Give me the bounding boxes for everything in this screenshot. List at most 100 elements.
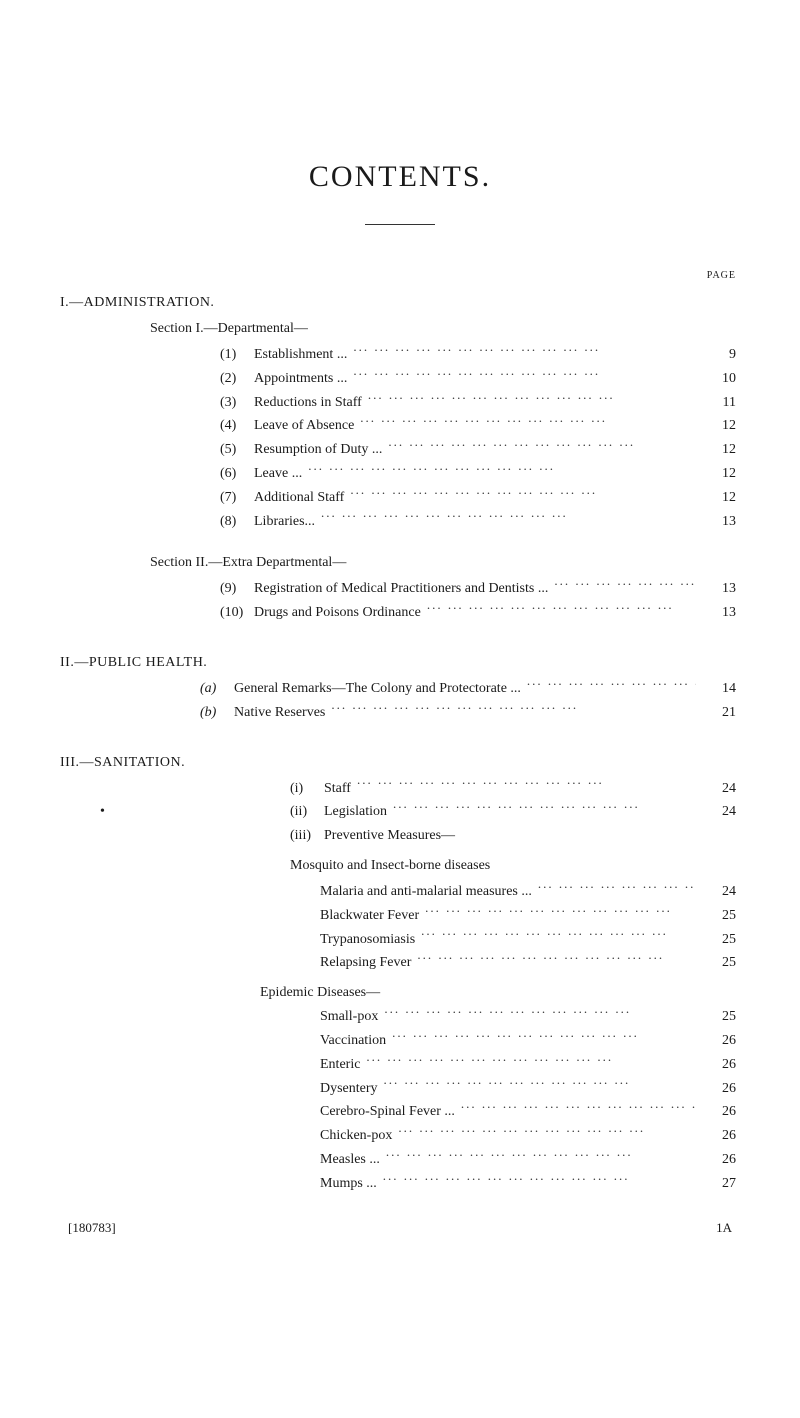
row-page: 9	[702, 343, 736, 367]
row-page: 13	[702, 577, 736, 601]
toc-row: (4) Leave of Absence 12	[220, 414, 740, 438]
row-num: (10)	[220, 601, 254, 625]
row-num: (b)	[200, 701, 234, 725]
part-iii-head: III.—SANITATION.	[60, 755, 740, 771]
row-num: (a)	[200, 677, 234, 701]
row-page: 13	[702, 510, 736, 534]
row-num: (8)	[220, 510, 254, 534]
toc-row: (9) Registration of Medical Practitioner…	[220, 577, 740, 601]
row-label: Native Reserves	[234, 701, 325, 725]
leader-dots	[331, 702, 696, 716]
row-label: Leave of Absence	[254, 414, 354, 438]
page-column-label: PAGE	[60, 270, 740, 281]
row-label: Small-pox	[320, 1005, 378, 1029]
leader-dots	[461, 1101, 696, 1115]
row-label: Malaria and anti-malarial measures ...	[320, 880, 532, 904]
row-label: Establishment ...	[254, 343, 347, 367]
row-num: (6)	[220, 462, 254, 486]
row-num: (5)	[220, 438, 254, 462]
toc-row: (5) Resumption of Duty ... 12	[220, 438, 740, 462]
toc-row: Relapsing Fever 25	[320, 951, 740, 975]
leader-dots	[392, 1030, 696, 1044]
row-label: Leave ...	[254, 462, 302, 486]
toc-row: Chicken-pox 26	[320, 1124, 740, 1148]
leader-dots	[353, 368, 696, 382]
row-page: 25	[702, 951, 736, 975]
toc-row: (10) Drugs and Poisons Ordinance 13	[220, 601, 740, 625]
row-label: Enteric	[320, 1053, 360, 1077]
leader-dots	[350, 487, 696, 501]
row-label: Appointments ...	[254, 367, 347, 391]
leader-dots	[366, 1054, 696, 1068]
part-i-head: I.—ADMINISTRATION.	[60, 295, 740, 311]
section-i-ii-head: Section II.—Extra Departmental—	[150, 555, 740, 571]
row-num: (ii)	[290, 800, 324, 824]
toc-row: Dysentery 26	[320, 1077, 740, 1101]
row-label: Cerebro-Spinal Fever ...	[320, 1100, 455, 1124]
leader-dots	[527, 678, 696, 692]
toc-row: (8) Libraries... 13	[220, 510, 740, 534]
row-page: 26	[702, 1148, 736, 1172]
foot-left: [180783]	[68, 1220, 116, 1236]
leader-dots	[398, 1125, 696, 1139]
row-page: 26	[702, 1100, 736, 1124]
row-page: 27	[702, 1172, 736, 1196]
row-num: (iii)	[290, 824, 324, 848]
row-page: 24	[702, 800, 736, 824]
toc-row: (3) Reductions in Staff 11	[220, 391, 740, 415]
row-page: 12	[702, 414, 736, 438]
toc-row: (6) Leave ... 12	[220, 462, 740, 486]
row-num: (1)	[220, 343, 254, 367]
page: CONTENTS. PAGE I.—ADMINISTRATION. Sectio…	[0, 0, 800, 1418]
row-page: 25	[702, 904, 736, 928]
leader-dots	[384, 1078, 696, 1092]
leader-dots	[353, 344, 696, 358]
row-label: Reductions in Staff	[254, 391, 362, 415]
leader-dots	[421, 929, 696, 943]
toc-row: Measles ... 26	[320, 1148, 740, 1172]
leader-dots	[321, 511, 696, 525]
row-page: 12	[702, 462, 736, 486]
toc-row: (2) Appointments ... 10	[220, 367, 740, 391]
row-label: Legislation	[324, 800, 387, 824]
toc-row: Mumps ... 27	[320, 1172, 740, 1196]
row-page: 26	[702, 1124, 736, 1148]
toc-row: Cerebro-Spinal Fever ... 26	[320, 1100, 740, 1124]
section-i-i-head: Section I.—Departmental—	[150, 321, 740, 337]
title-rule-wrap	[60, 212, 740, 230]
row-page: 26	[702, 1029, 736, 1053]
row-page: 12	[702, 438, 736, 462]
leader-dots	[383, 1173, 696, 1187]
bullet-marker: •	[100, 800, 105, 824]
doc-title: CONTENTS.	[60, 160, 740, 194]
row-label: Additional Staff	[254, 486, 344, 510]
sub-head-epidemic: Epidemic Diseases—	[260, 985, 740, 1001]
row-page: 24	[702, 777, 736, 801]
row-label: Dysentery	[320, 1077, 378, 1101]
toc-row: (a) General Remarks—The Colony and Prote…	[200, 677, 740, 701]
row-label: Staff	[324, 777, 351, 801]
leader-dots	[308, 463, 696, 477]
toc-row: Blackwater Fever 25	[320, 904, 740, 928]
row-num: (i)	[290, 777, 324, 801]
row-label: Chicken-pox	[320, 1124, 392, 1148]
row-page: 12	[702, 486, 736, 510]
leader-dots	[538, 881, 696, 895]
row-num: (9)	[220, 577, 254, 601]
part-ii-head: II.—PUBLIC HEALTH.	[60, 655, 740, 671]
leader-dots	[368, 392, 696, 406]
row-num: (2)	[220, 367, 254, 391]
row-label: Mumps ...	[320, 1172, 377, 1196]
row-page: 13	[702, 601, 736, 625]
row-page: 25	[702, 928, 736, 952]
toc-row: Enteric 26	[320, 1053, 740, 1077]
row-label: Resumption of Duty ...	[254, 438, 382, 462]
row-page: 26	[702, 1053, 736, 1077]
row-page: 14	[702, 677, 736, 701]
toc-row: Small-pox 25	[320, 1005, 740, 1029]
leader-dots	[357, 778, 696, 792]
row-label: General Remarks—The Colony and Protector…	[234, 677, 521, 701]
row-label: Vaccination	[320, 1029, 386, 1053]
row-label: Libraries...	[254, 510, 315, 534]
leader-dots	[386, 1149, 696, 1163]
